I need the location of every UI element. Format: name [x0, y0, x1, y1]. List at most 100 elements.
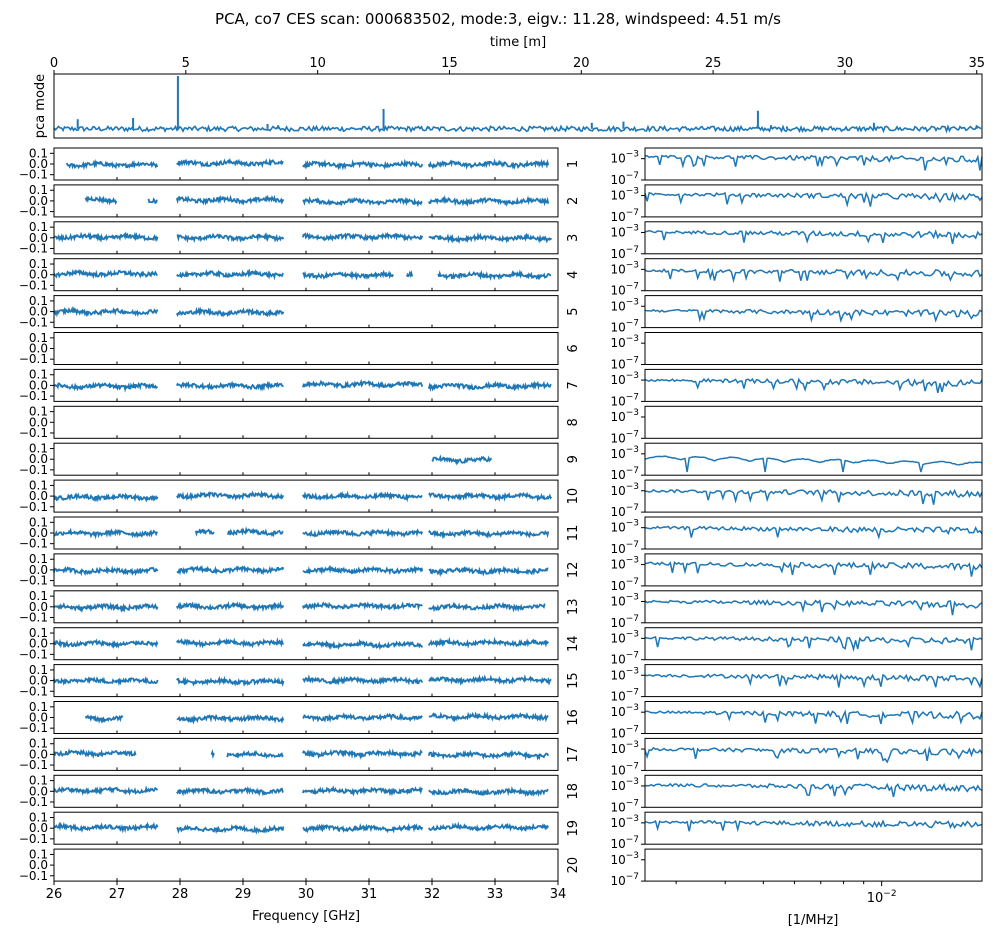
spectrum-y-tick-label: 10−7: [610, 503, 639, 519]
spectrum-y-tick-label: 10−7: [610, 466, 639, 482]
frequency-data-segment: [428, 785, 549, 798]
spectrum-y-tick-label: 10−3: [610, 556, 639, 572]
frequency-y-tick-label: 0.0: [29, 784, 48, 798]
frequency-panel-frame: [53, 848, 559, 882]
frequency-data-segment: [301, 231, 424, 243]
frequency-data-segment: [302, 712, 423, 723]
channel-label: 10: [566, 488, 581, 505]
frequency-data-segment: [427, 380, 552, 393]
time-axis-label: time [m]: [490, 35, 546, 50]
frequency-data-segment: [53, 676, 159, 687]
frequency-data-segment: [53, 527, 158, 540]
frequency-data-segment: [176, 824, 285, 835]
channel-label: 12: [566, 562, 581, 579]
spectrum-panel-frame: [644, 405, 983, 439]
frequency-data-segment: [437, 269, 552, 281]
frequency-data-segment: [428, 601, 546, 613]
spectrum-line: [644, 267, 983, 284]
frequency-y-tick-label: 0.0: [29, 342, 48, 356]
spectrum-panel-frame: [644, 368, 983, 402]
spectrum-y-tick-label: 10−3: [610, 740, 639, 756]
spectrum-panel-frame: [644, 479, 983, 513]
frequency-data-segment: [301, 379, 424, 390]
spectrum-panel-frame: [644, 848, 983, 882]
frequency-y-tick-label: 0.1: [29, 478, 48, 492]
spectrum-line: [644, 709, 983, 726]
frequency-data-segment: [176, 232, 285, 244]
spectrum-y-tick-label: 10−7: [610, 245, 639, 261]
frequency-panels: 0.10.0−0.10.10.0−0.10.10.0−0.10.10.0−0.1…: [19, 146, 566, 902]
frequency-y-tick-label: 0.0: [29, 526, 48, 540]
frequency-y-tick-label: 0.1: [29, 220, 48, 234]
frequency-data-segment: [302, 638, 424, 651]
frequency-y-tick-label: −0.1: [19, 278, 48, 292]
frequency-data-segment: [194, 528, 215, 537]
frequency-y-tick-label: 0.1: [29, 515, 48, 529]
spectrum-panel-frame: [644, 737, 983, 771]
frequency-data-segment: [53, 821, 159, 834]
frequency-data-segment: [302, 822, 424, 834]
pca-mode-line: [53, 124, 982, 134]
time-tick-label: 0: [50, 56, 58, 71]
channel-label: 18: [566, 783, 581, 800]
frequency-data-segment: [147, 197, 158, 205]
frequency-data-segment: [53, 565, 159, 577]
spectrum-y-tick-label: 10−7: [610, 725, 639, 741]
spectrum-panel-frame: [644, 184, 983, 218]
frequency-data-segment: [176, 637, 285, 649]
frequency-data-segment: [176, 564, 285, 576]
frequency-data-segment: [176, 785, 284, 797]
frequency-data-segment: [175, 600, 285, 613]
frequency-x-tick-label: 30: [298, 887, 315, 902]
spectrum-y-tick-label: 10−7: [610, 356, 639, 372]
spectrum-y-tick-label: 10−7: [610, 208, 639, 224]
frequency-y-tick-label: −0.1: [19, 500, 48, 514]
frequency-y-tick-label: 0.0: [29, 563, 48, 577]
frequency-y-tick-label: −0.1: [19, 647, 48, 661]
spectrum-panel-frame: [644, 553, 983, 587]
spectrum-y-tick-label: 10−7: [610, 540, 639, 556]
frequency-panel-frame: [53, 442, 559, 476]
spectrum-line: [644, 745, 983, 764]
frequency-axis-label: Frequency [GHz]: [252, 909, 360, 924]
frequency-data-segment: [176, 268, 284, 281]
channel-label: 2: [566, 197, 581, 205]
frequency-y-tick-label: −0.1: [19, 389, 48, 403]
frequency-y-tick-label: −0.1: [19, 315, 48, 329]
spectrum-line: [644, 525, 983, 540]
channel-label: 4: [566, 271, 581, 279]
frequency-data-segment: [65, 158, 159, 171]
frequency-y-tick-label: 0.0: [29, 268, 48, 282]
frequency-data-segment: [428, 528, 550, 540]
frequency-y-tick-label: 0.1: [29, 589, 48, 603]
channel-label: 17: [566, 746, 581, 763]
frequency-data-segment: [53, 381, 158, 393]
frequency-y-tick-label: −0.1: [19, 758, 48, 772]
spectrum-panel-frame: [644, 664, 983, 698]
frequency-panel-frame: [53, 295, 559, 329]
frequency-x-tick-label: 27: [109, 887, 126, 902]
spectrum-y-tick-label: 10−7: [610, 171, 639, 187]
spectrum-line: [644, 560, 983, 577]
frequency-y-tick-label: 0.1: [29, 626, 48, 640]
frequency-data-segment: [176, 713, 285, 725]
spectrum-panel-frame: [644, 295, 983, 329]
frequency-data-segment: [427, 749, 550, 761]
frequency-data-segment: [226, 749, 284, 759]
frequency-data-segment: [53, 231, 159, 244]
frequency-y-tick-label: 0.1: [29, 442, 48, 456]
frequency-y-tick-label: −0.1: [19, 684, 48, 698]
frequency-y-tick-label: 0.1: [29, 405, 48, 419]
channel-label: 11: [566, 525, 581, 542]
frequency-data-segment: [53, 492, 159, 503]
frequency-y-tick-label: 0.1: [29, 257, 48, 271]
frequency-y-tick-label: −0.1: [19, 832, 48, 846]
spectrum-y-tick-label: 10−7: [610, 614, 639, 630]
frequency-panel-frame: [53, 553, 559, 587]
channel-label: 20: [566, 857, 581, 874]
frequency-panel-frame: [53, 405, 559, 439]
spectrum-y-tick-label: 10−3: [610, 482, 639, 498]
frequency-data-segment: [53, 601, 159, 614]
